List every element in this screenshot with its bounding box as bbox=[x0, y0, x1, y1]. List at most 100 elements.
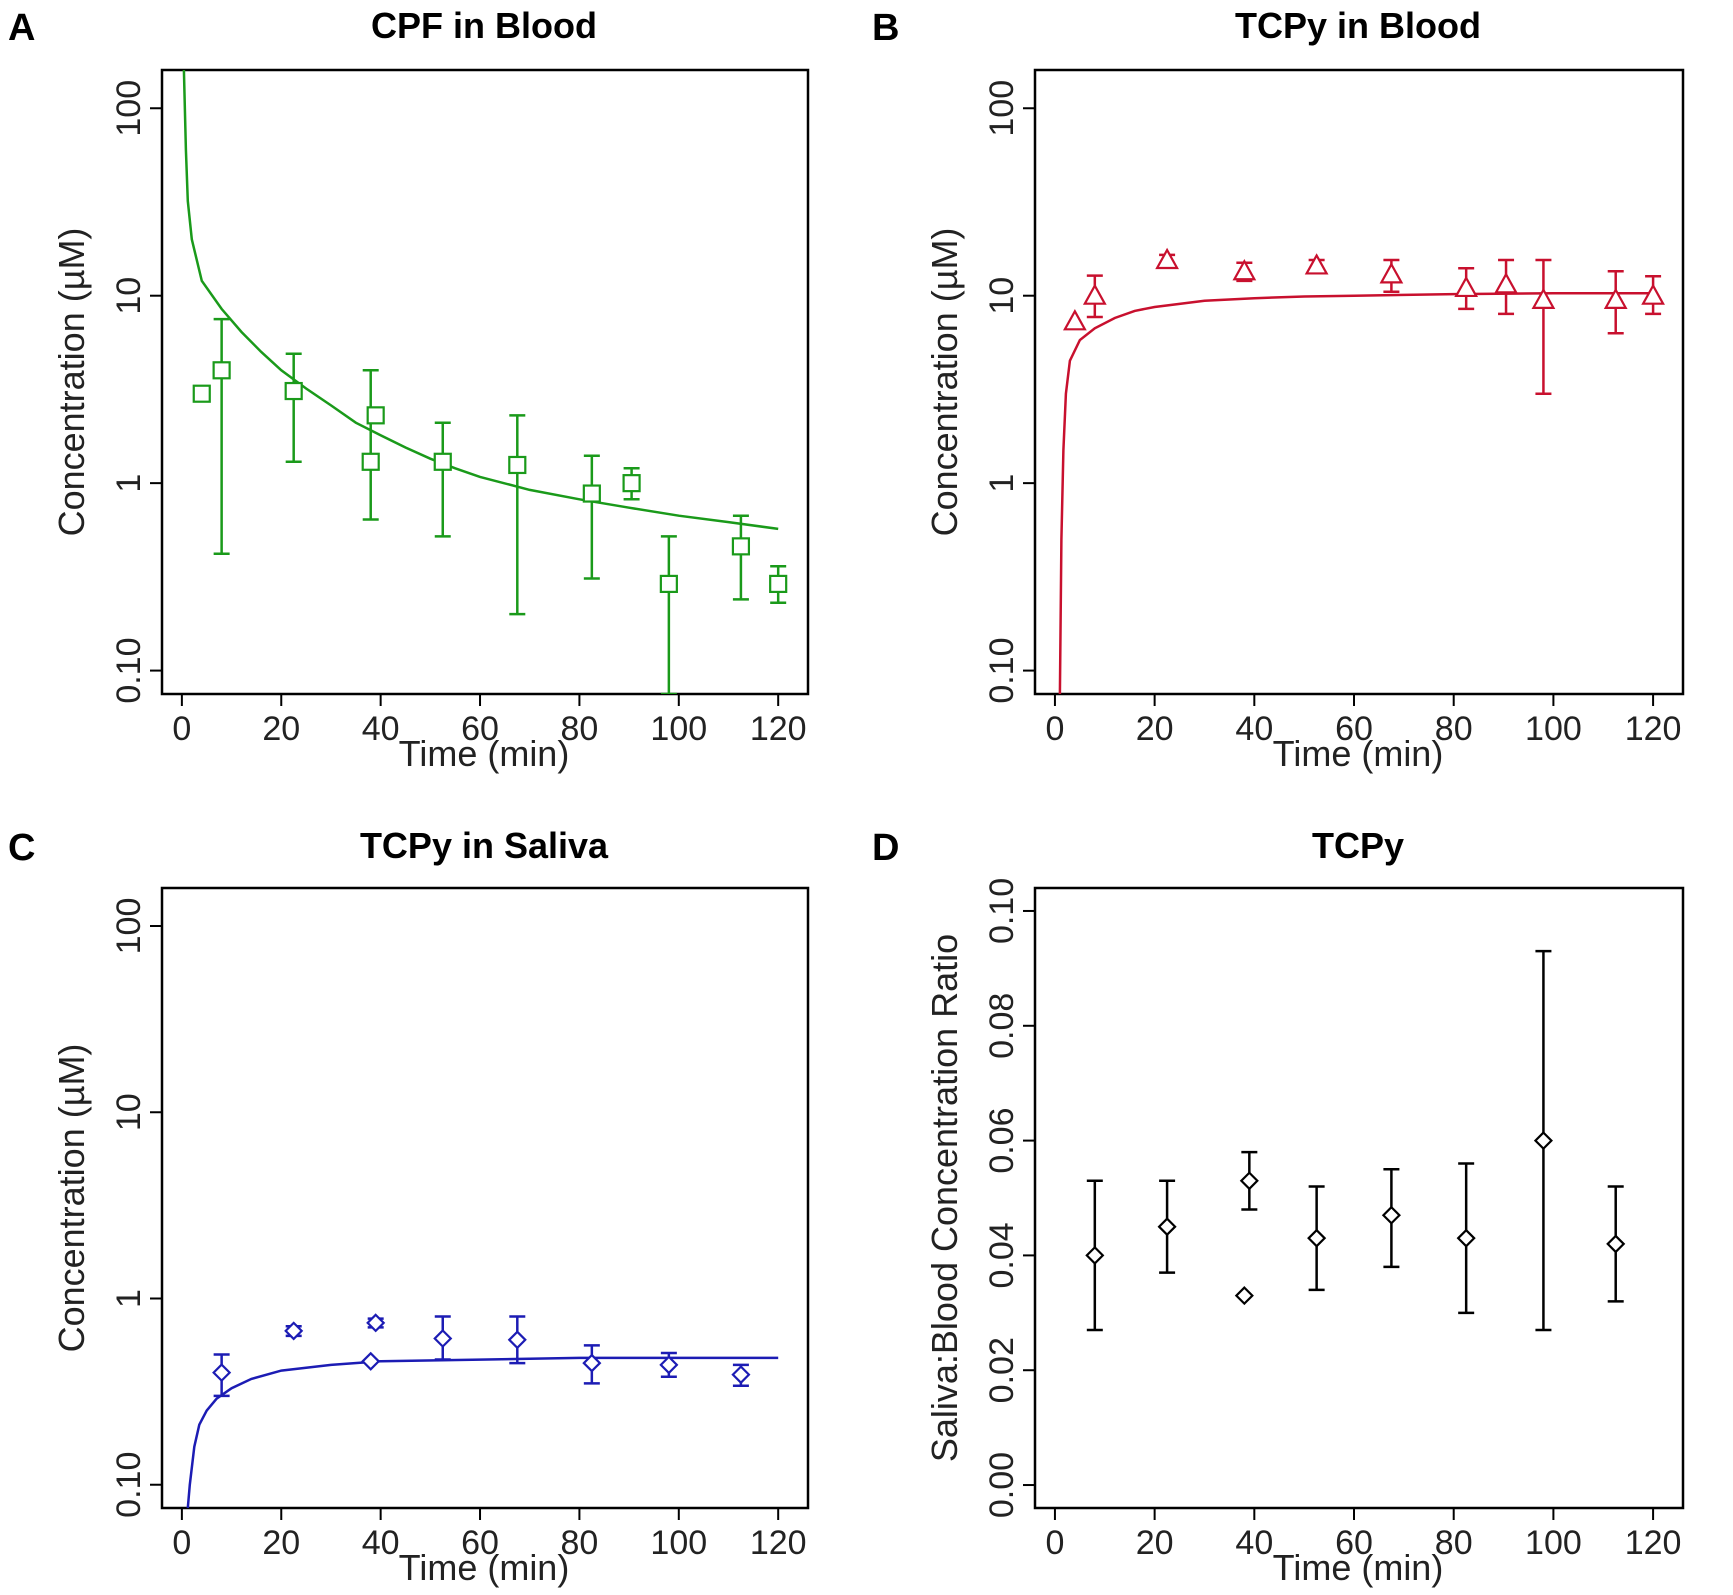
data-point bbox=[284, 1321, 304, 1341]
x-tick-label: 60 bbox=[461, 710, 499, 748]
panel-a: A CPF in Blood Time (min) Concentration … bbox=[8, 5, 810, 774]
chart-title-b: TCPy in Blood bbox=[1235, 5, 1481, 46]
data-point bbox=[1456, 1228, 1476, 1248]
plot-content-c bbox=[186, 1315, 779, 1508]
x-tick-label: 100 bbox=[1525, 1524, 1582, 1562]
data-point bbox=[1454, 275, 1479, 298]
panel-label-d: D bbox=[872, 827, 899, 869]
x-tick-label: 120 bbox=[750, 710, 807, 748]
data-point bbox=[366, 1313, 386, 1333]
model-line bbox=[186, 1356, 779, 1508]
y-tick-label: 100 bbox=[983, 80, 1021, 137]
data-point bbox=[582, 1353, 602, 1373]
y-tick-label: 0.00 bbox=[983, 1452, 1021, 1518]
y-tick-label: 10 bbox=[983, 277, 1021, 315]
plot-frame-a bbox=[160, 68, 810, 696]
x-tick-label: 40 bbox=[362, 710, 400, 748]
x-tick-label: 120 bbox=[750, 1524, 807, 1562]
data-point bbox=[192, 384, 211, 403]
x-tick-label: 100 bbox=[650, 1524, 707, 1562]
y-tick-label: 100 bbox=[110, 898, 148, 955]
y-tick-label: 100 bbox=[110, 80, 148, 137]
panel-label-c: C bbox=[8, 827, 35, 869]
plot-frame-b bbox=[1033, 68, 1685, 696]
y-tick-label: 0.10 bbox=[983, 878, 1021, 944]
data-point bbox=[1155, 247, 1179, 270]
x-tick-label: 0 bbox=[1045, 1524, 1064, 1562]
x-tick-label: 120 bbox=[1625, 710, 1682, 748]
plot-area-d: 0 20 40 60 80 100 120 0.00 0.02 0.04 0.06 0.08 0.10 bbox=[983, 878, 1681, 1562]
chart-title-c: TCPy in Saliva bbox=[360, 825, 609, 866]
data-point bbox=[507, 1330, 527, 1350]
data-point bbox=[1641, 283, 1665, 305]
data-point bbox=[1606, 1234, 1626, 1254]
panel-label-b: B bbox=[872, 7, 899, 49]
data-point bbox=[1307, 1228, 1327, 1248]
chart-title-a: CPF in Blood bbox=[371, 5, 597, 46]
y-tick-label: 1 bbox=[110, 1289, 148, 1308]
x-tick-label: 40 bbox=[362, 1524, 400, 1562]
data-point bbox=[508, 455, 527, 475]
data-point bbox=[1234, 1286, 1254, 1306]
plot-area-a: 0 20 40 60 80 100 120 0.10 1 10 100 bbox=[110, 70, 807, 748]
y-tick-label: 0.02 bbox=[983, 1337, 1021, 1403]
plot-area-b: 0 20 40 60 80 100 120 0.10 1 10 100 bbox=[983, 80, 1681, 748]
x-tick-label: 20 bbox=[1136, 1524, 1174, 1562]
y-tick-label: 0.10 bbox=[110, 1452, 148, 1518]
x-tick-label: 120 bbox=[1625, 1524, 1682, 1562]
data-point bbox=[1063, 309, 1087, 331]
y-axis-label-c: Concentration (µM) bbox=[51, 1044, 92, 1353]
x-tick-label: 20 bbox=[1136, 710, 1174, 748]
x-tick-label: 60 bbox=[1335, 710, 1373, 748]
panel-b: B TCPy in Blood Time (min) Concentration… bbox=[872, 5, 1685, 774]
panel-label-a: A bbox=[8, 7, 35, 49]
x-tick-label: 0 bbox=[172, 710, 191, 748]
x-tick-label: 20 bbox=[262, 1524, 300, 1562]
data-point bbox=[1232, 259, 1257, 281]
y-axis-label-b: Concentration (µM) bbox=[924, 228, 965, 537]
x-tick-label: 100 bbox=[650, 710, 707, 748]
x-tick-label: 80 bbox=[1435, 710, 1473, 748]
data-point bbox=[284, 381, 303, 401]
data-point bbox=[1085, 1245, 1105, 1265]
y-tick-label: 0.08 bbox=[983, 993, 1021, 1059]
y-tick-label: 1 bbox=[983, 474, 1021, 493]
x-tick-label: 20 bbox=[262, 710, 300, 748]
x-tick-label: 80 bbox=[1435, 1524, 1473, 1562]
data-point bbox=[1304, 253, 1329, 275]
y-tick-label: 0.10 bbox=[110, 637, 148, 703]
plot-content-a bbox=[182, 70, 787, 694]
data-point bbox=[1157, 1217, 1177, 1237]
data-point bbox=[622, 474, 641, 493]
x-axis-label-c: Time (min) bbox=[399, 1547, 570, 1588]
x-tick-label: 100 bbox=[1525, 710, 1582, 748]
y-tick-label: 10 bbox=[110, 1093, 148, 1131]
data-point bbox=[361, 1351, 381, 1371]
y-axis-label-a: Concentration (µM) bbox=[51, 228, 92, 537]
data-point bbox=[1533, 1131, 1553, 1151]
data-point bbox=[212, 1363, 232, 1383]
data-point bbox=[582, 484, 601, 503]
data-point bbox=[433, 452, 452, 471]
x-tick-label: 0 bbox=[1045, 710, 1064, 748]
x-tick-label: 80 bbox=[561, 710, 599, 748]
model-line bbox=[1058, 292, 1654, 694]
y-tick-label: 1 bbox=[110, 474, 148, 493]
x-tick-label: 60 bbox=[461, 1524, 499, 1562]
panel-c: C TCPy in Saliva Time (min) Concentratio… bbox=[8, 825, 810, 1588]
data-point bbox=[366, 406, 385, 425]
y-tick-label: 0.10 bbox=[983, 637, 1021, 703]
data-point bbox=[212, 361, 231, 380]
data-point bbox=[433, 1328, 453, 1349]
data-point bbox=[731, 1365, 751, 1385]
x-tick-label: 80 bbox=[561, 1524, 599, 1562]
data-point bbox=[659, 574, 678, 594]
data-point bbox=[769, 574, 788, 594]
plot-frame-c bbox=[160, 886, 810, 1510]
data-point bbox=[1379, 262, 1404, 284]
data-point bbox=[659, 1355, 679, 1375]
data-point bbox=[731, 537, 751, 556]
plot-content-b bbox=[1058, 253, 1662, 694]
data-point bbox=[1494, 272, 1518, 294]
x-axis-label-d: Time (min) bbox=[1273, 1547, 1444, 1588]
